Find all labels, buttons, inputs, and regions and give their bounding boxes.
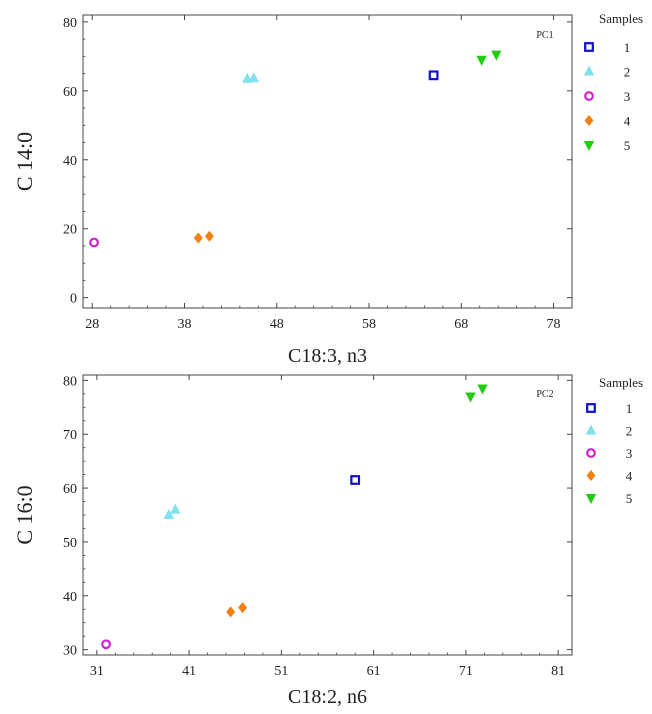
x-tick-label: 41: [182, 664, 196, 679]
x-tick-label: 51: [274, 664, 288, 679]
x-tick-label: 31: [90, 664, 104, 679]
legend-marker-5: [585, 494, 597, 504]
legend-label-3: 3: [626, 446, 633, 461]
legend-label-1: 1: [626, 401, 633, 416]
data-point-sample-2: [170, 503, 181, 514]
data-point-sample-5: [476, 55, 487, 66]
legend: Samples 1 2 3 4 5: [585, 375, 643, 506]
data-point-sample-1: [350, 475, 361, 485]
legend-label-3: 3: [624, 89, 631, 104]
x-axis-label: C18:3, n3: [288, 345, 367, 367]
y-tick-label: 80: [63, 16, 77, 31]
legend-title: Samples: [599, 375, 643, 390]
data-point-sample-3: [101, 639, 111, 650]
y-tick-label: 60: [63, 85, 77, 100]
x-tick-label: 58: [362, 317, 376, 332]
legend-label-5: 5: [624, 138, 631, 153]
y-tick-label: 30: [63, 644, 77, 659]
legend-title: Samples: [599, 11, 643, 26]
data-point-sample-5: [491, 50, 502, 61]
x-tick-label: 48: [270, 317, 284, 332]
y-tick-label: 80: [63, 374, 77, 389]
panel-label: PC1: [536, 30, 553, 41]
x-tick-label: 78: [547, 317, 561, 332]
x-tick-label: 38: [177, 317, 191, 332]
x-tick-label: 68: [454, 317, 468, 332]
chart-panel-1: 28 38 48 58 68 78 0 20 40 60 80 PC1 C18:3, n3 C 14:0 S…: [12, 11, 643, 367]
data-point-sample-2: [248, 72, 259, 83]
data-point-sample-2: [163, 509, 175, 519]
legend-label-4: 4: [626, 469, 633, 484]
legend-marker-5: [583, 141, 595, 151]
legend-label-2: 2: [624, 65, 631, 80]
y-tick-label: 60: [63, 482, 77, 497]
legend-marker-3: [586, 448, 596, 458]
legend-label-2: 2: [626, 424, 633, 439]
data-point-sample-4: [226, 606, 236, 618]
x-tick-label: 71: [459, 664, 473, 679]
data-point-sample-4: [238, 602, 248, 614]
y-tick-label: 20: [63, 223, 77, 238]
x-tick-label: 61: [367, 664, 381, 679]
legend-marker-1: [586, 403, 596, 413]
legend: Samples 1 2 3 4 5: [583, 11, 643, 153]
plot-frame: [82, 374, 573, 656]
data-point-sample-5: [477, 384, 488, 395]
data-point-sample-4: [204, 230, 214, 242]
y-axis-label: C 16:0: [12, 485, 37, 544]
legend-marker-2: [583, 65, 595, 76]
legend-marker-3: [584, 91, 594, 101]
data-point-sample-1: [428, 70, 439, 81]
y-axis-label: C 14:0: [12, 132, 37, 191]
x-axis-label: C18:2, n6: [288, 686, 367, 708]
data-point-sample-5: [465, 392, 476, 403]
legend-label-4: 4: [624, 114, 631, 129]
x-tick-label: 81: [551, 664, 565, 679]
y-tick-label: 50: [63, 536, 77, 551]
legend-label-5: 5: [626, 491, 633, 506]
data-point-sample-3: [89, 237, 99, 248]
legend-marker-4: [586, 470, 596, 481]
panel-label: PC2: [536, 389, 553, 400]
y-tick-label: 70: [63, 428, 77, 443]
x-tick-label: 28: [85, 317, 99, 332]
y-tick-label: 40: [63, 590, 77, 605]
plot-frame: [82, 14, 573, 309]
legend-marker-2: [585, 424, 597, 435]
legend-marker-4: [584, 115, 594, 126]
y-tick-label: 40: [63, 154, 77, 169]
legend-marker-1: [584, 42, 594, 52]
legend-label-1: 1: [624, 40, 631, 55]
y-tick-label: 0: [70, 292, 77, 307]
data-point-sample-4: [193, 232, 203, 244]
